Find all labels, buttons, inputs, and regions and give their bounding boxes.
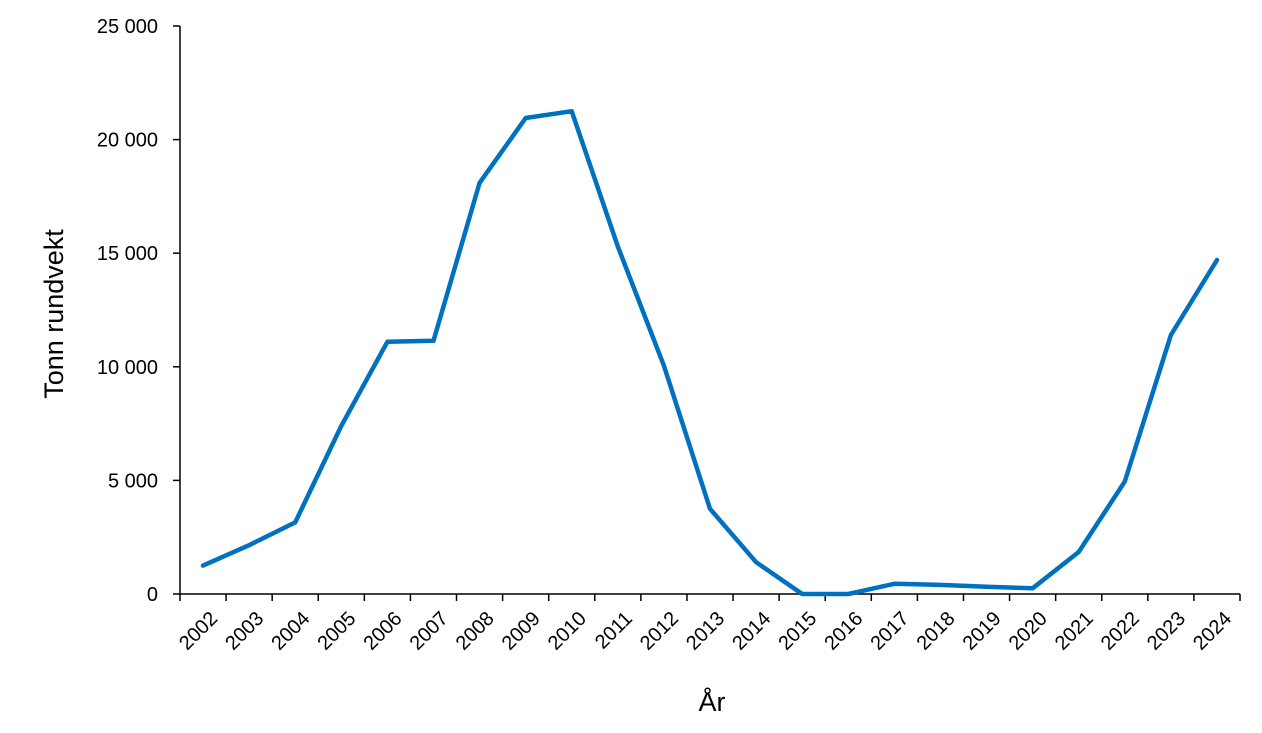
y-tick-label: 0 bbox=[147, 584, 158, 606]
x-tick-label: 2007 bbox=[406, 608, 453, 655]
x-tick-label: 2006 bbox=[360, 608, 407, 655]
x-tick-label: 2017 bbox=[866, 608, 913, 655]
y-tick-label: 20 000 bbox=[97, 130, 158, 152]
y-axis-title: Tonn rundvekt bbox=[39, 229, 69, 399]
x-tick-label: 2022 bbox=[1097, 608, 1144, 655]
x-tick-label: 2009 bbox=[498, 608, 545, 655]
x-tick-label: 2013 bbox=[682, 608, 729, 655]
x-tick-label: 2016 bbox=[820, 608, 867, 655]
x-tick-label: 2012 bbox=[636, 608, 683, 655]
x-tick-label: 2008 bbox=[452, 608, 499, 655]
y-axis: 0 5 000 10 000 15 000 20 000 25 000 bbox=[97, 16, 181, 606]
x-tick-label: 2020 bbox=[1005, 608, 1052, 655]
x-tick-label: 2011 bbox=[591, 608, 637, 654]
x-tick-label: 2018 bbox=[913, 608, 960, 655]
x-tick-label: 2003 bbox=[221, 608, 268, 655]
x-axis-title: År bbox=[699, 686, 726, 717]
x-tick-label: 2014 bbox=[728, 608, 775, 655]
x-tick-label: 2004 bbox=[267, 608, 314, 655]
series-line bbox=[200, 108, 1220, 597]
series-group bbox=[200, 108, 1220, 597]
x-tick-label: 2002 bbox=[175, 608, 222, 655]
y-tick-label: 15 000 bbox=[97, 243, 158, 265]
x-tick-label: 2024 bbox=[1189, 608, 1236, 655]
y-tick-label: 5 000 bbox=[108, 470, 158, 492]
x-tick-label: 2010 bbox=[544, 608, 591, 655]
x-tick-label: 2015 bbox=[774, 608, 821, 655]
x-tick-label: 2005 bbox=[313, 608, 360, 655]
y-tick-label: 25 000 bbox=[97, 16, 158, 38]
x-tick-label: 2021 bbox=[1051, 608, 1098, 655]
x-tick-label: 2023 bbox=[1143, 608, 1190, 655]
x-tick-label: 2019 bbox=[959, 608, 1006, 655]
y-tick-label: 10 000 bbox=[97, 357, 158, 379]
x-axis: 2002 2003 2004 2005 2006 2007 2008 2009 2010 2011… bbox=[175, 593, 1241, 655]
